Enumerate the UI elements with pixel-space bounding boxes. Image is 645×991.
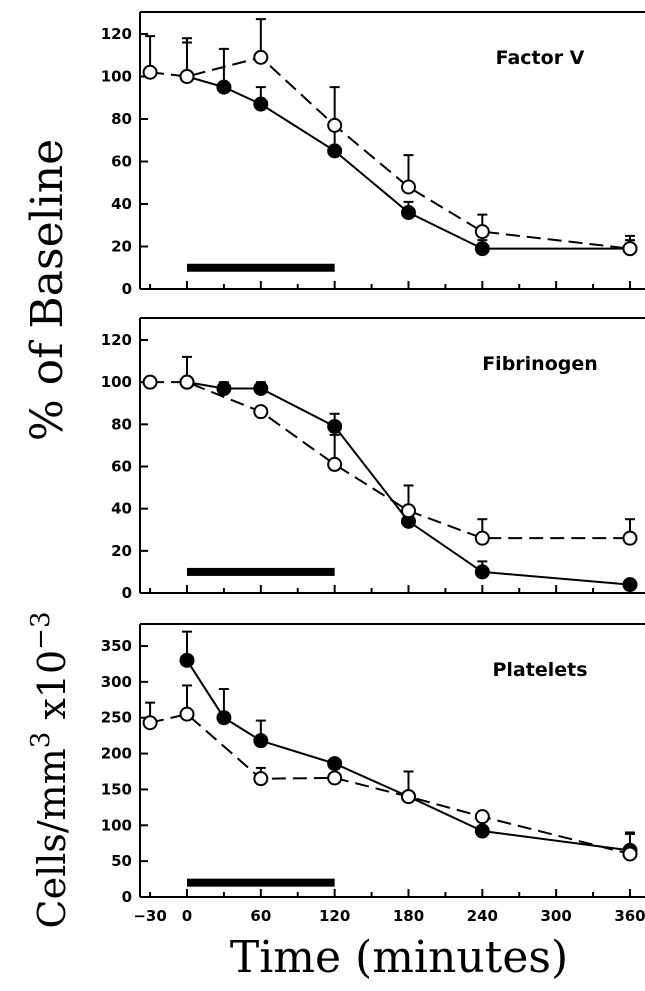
series-open [142,374,638,546]
open-circle-point [400,503,416,519]
infusion-bar [187,263,335,272]
y-tick-label: 0 [122,280,132,298]
panel-fibrinogen: 0 20 40 60 80 100 120 Fibrinogen [101,317,645,602]
y-tick-label: 60 [111,153,132,171]
open-circle-point [179,706,195,722]
filled-circle-point [474,823,490,839]
panels: 0 20 40 60 80 100 120 Factor V 0 20 40 60 80 100 120 Fi… [101,11,645,925]
series-open [142,684,638,862]
y-tick-label: 150 [101,780,132,798]
y-label-cells-exp: −3 [26,612,56,650]
y-label-cells-main: Cells/mm [30,748,74,928]
series-line [149,713,631,855]
y-tick-label: 200 [101,745,132,763]
y-tick-label: 20 [111,238,132,256]
x-tick-label: 300 [540,907,571,925]
y-tick-label: 40 [111,195,132,213]
y-tick-label: 120 [101,331,132,349]
open-circle-point [327,770,343,786]
x-tick-label: −30 [133,907,166,925]
x-tick-label: 240 [467,907,498,925]
open-circle-point [253,771,269,787]
y-axis-label-cells: Cells/mm3 x10−3 [26,612,74,929]
filled-circle-point [253,380,269,396]
filled-circle-point [327,143,343,159]
y-tick-label: 100 [101,373,132,391]
y-label-cells-sup: 3 [26,732,56,749]
open-circle-point [327,117,343,133]
open-circle-point [142,715,158,731]
series-filled [179,355,638,593]
y-tick-label: 120 [101,25,132,43]
open-circle-point [253,49,269,65]
filled-circle-point [622,577,638,593]
open-circle-point [142,374,158,390]
open-circle-point [253,404,269,420]
open-circle-point [142,64,158,80]
y-tick-label: 100 [101,68,132,86]
x-tick-label: 120 [319,907,350,925]
filled-circle-point [400,205,416,220]
filled-circle-point [327,756,343,772]
x-tick-label: 0 [182,907,192,925]
open-circle-point [474,809,490,825]
x-axis-label: Time (minutes) [230,932,568,983]
filled-circle-point [474,241,490,257]
y-tick-label: 80 [111,415,132,433]
open-circle-point [622,846,638,862]
infusion-bar [187,567,335,576]
series-filled [179,41,638,257]
open-circle-point [474,530,490,546]
y-tick-label: 0 [122,888,132,906]
y-tick-label: 40 [111,500,132,518]
open-circle-point [622,530,638,546]
y-tick-label: 350 [101,637,132,655]
open-circle-point [474,224,490,240]
infusion-bar [187,878,335,887]
filled-circle-point [216,79,232,95]
series-line [186,659,631,852]
filled-circle-point [253,733,269,749]
open-circle-point [400,179,416,195]
y-tick-label: 80 [111,110,132,128]
filled-circle-point [474,564,490,580]
y-tick-label: 60 [111,458,132,476]
filled-circle-point [253,96,269,112]
y-axis-label-percent: % of Baseline [22,139,73,441]
panel-title: Platelets [492,659,587,681]
filled-circle-point [327,418,343,434]
panel-factor-v: 0 20 40 60 80 100 120 Factor V [101,11,645,298]
open-circle-point [179,374,195,390]
y-tick-label: 50 [111,852,132,870]
x-tick-label: 360 [614,907,645,925]
x-tick-label: 60 [250,907,271,925]
y-label-cells-mid: x10 [30,650,74,732]
series-line [150,381,630,540]
panel-title: Factor V [496,47,585,69]
open-circle-point [179,69,195,84]
filled-circle-point [216,710,232,726]
open-circle-point [622,241,638,257]
series-open [142,18,638,257]
y-tick-label: 300 [101,673,132,691]
open-circle-point [400,789,416,805]
y-tick-label: 0 [122,584,132,602]
filled-circle-point [216,380,232,396]
y-tick-label: 100 [101,816,132,834]
panel-title: Fibrinogen [482,353,598,375]
open-circle-point [327,456,343,472]
filled-circle-point [179,652,195,668]
y-tick-label: 20 [111,542,132,560]
series-filled [179,630,638,858]
y-tick-label: 250 [101,709,132,727]
x-tick-label: 180 [393,907,424,925]
